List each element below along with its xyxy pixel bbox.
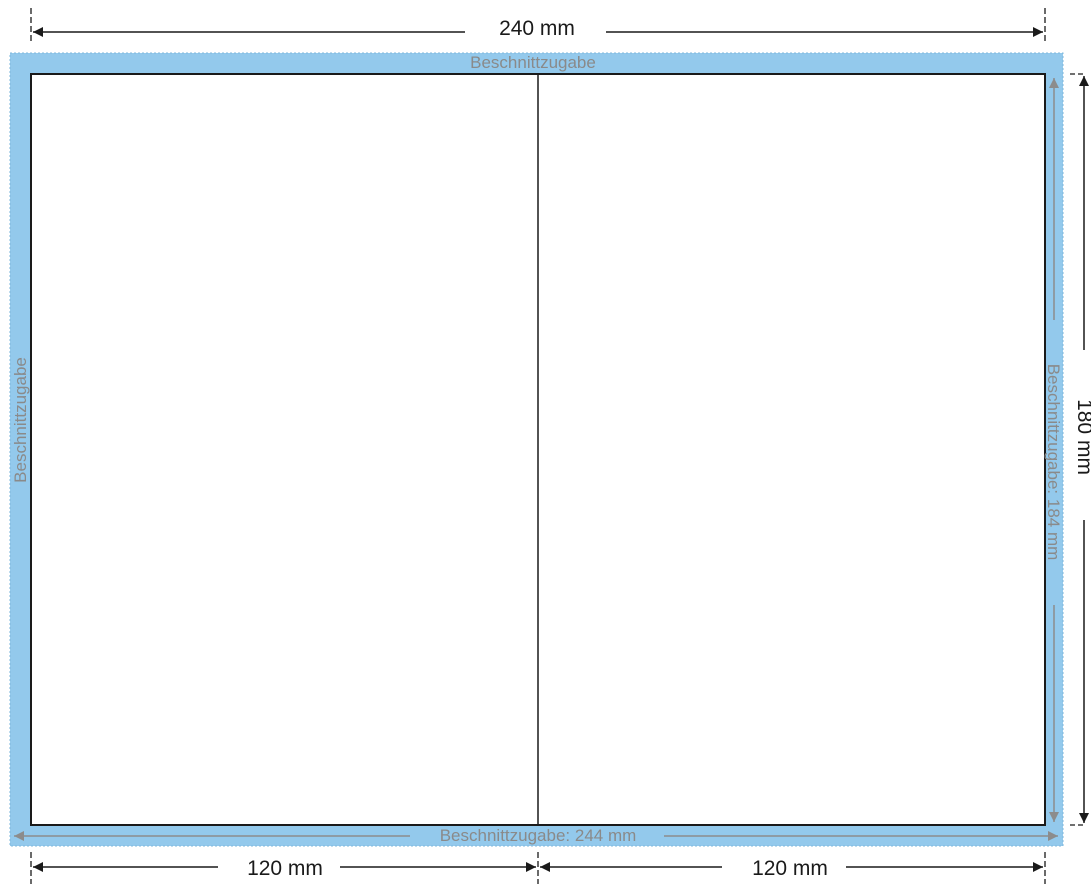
total-width-label: 240 mm — [499, 17, 575, 40]
bleed-height-dimension: Beschnittzugabe: 184 mm — [1044, 78, 1063, 822]
left-panel-width-label: 120 mm — [247, 857, 323, 880]
total-height-dimension: 180 mm — [1070, 73, 1091, 826]
bleed-label-left: Beschnittzugabe — [11, 357, 30, 483]
total-width-dimension: 240 mm — [30, 8, 1046, 42]
bleed-label-right: Beschnittzugabe: 184 mm — [1044, 364, 1063, 561]
right-panel-width-label: 120 mm — [752, 857, 828, 880]
bleed-label-top: Beschnittzugabe — [470, 53, 596, 72]
bleed-label-bottom: Beschnittzugabe: 244 mm — [440, 826, 637, 845]
panel-width-dimensions: 120 mm 120 mm — [30, 852, 1046, 884]
bleed-width-dimension: Beschnittzugabe: 244 mm — [14, 826, 1058, 845]
total-height-label: 180 mm — [1073, 399, 1091, 475]
